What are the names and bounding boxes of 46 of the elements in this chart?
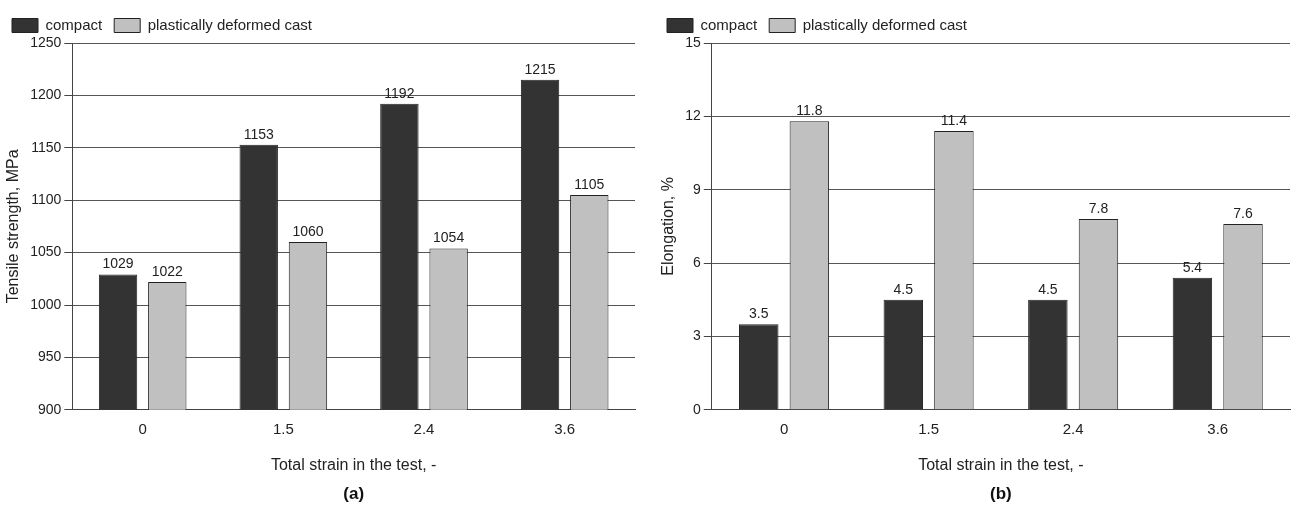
y-axis-title: Tensile strength, MPa	[4, 149, 22, 304]
x-tick-label: 3.6	[1207, 419, 1229, 437]
y-tick-label: 1000	[30, 295, 62, 312]
y-tick-label: 1200	[30, 86, 62, 103]
legend-label: compact	[45, 15, 104, 33]
data-label: 7.8	[1088, 199, 1109, 216]
x-tick-label: 1.5	[918, 419, 940, 437]
text: (b)	[990, 484, 1012, 504]
legend-label: compact	[700, 15, 759, 33]
x-tick-label: 2.4	[1062, 419, 1084, 437]
data-label: 1153	[243, 125, 274, 142]
x-tick-label: 0	[779, 419, 789, 437]
data-label: 1029	[102, 255, 134, 272]
data-label: 4.5	[1038, 280, 1058, 297]
y-tick-label: 6	[692, 253, 701, 270]
y-tick-label: 3	[692, 327, 701, 344]
x-tick-label: 0	[138, 419, 147, 437]
y-tick-label: 0	[692, 400, 701, 417]
y-tick-label: 900	[37, 400, 62, 417]
y-tick-label: 12	[685, 107, 701, 124]
data-label: 3.5	[749, 305, 769, 322]
x-tick-label: 1.5	[272, 419, 294, 437]
data-label: 11.4	[940, 111, 968, 128]
y-axis-title: Elongation, %	[659, 177, 677, 276]
data-label: 4.5	[893, 280, 914, 297]
x-tick-label: 3.6	[554, 419, 576, 437]
y-tick-label: 9	[692, 180, 701, 197]
y-tick-label: 950	[37, 348, 62, 365]
y-tick-label: 1050	[30, 243, 62, 260]
y-tick-label: 1250	[30, 33, 62, 50]
x-tick-label: 2.4	[413, 419, 435, 437]
data-label: 1215	[524, 60, 556, 77]
text: (a)	[343, 484, 365, 504]
legend-label: plastically deformed cast	[802, 15, 968, 33]
y-tick-label: 1100	[31, 191, 62, 208]
data-label: 7.6	[1233, 204, 1253, 221]
data-label: 1105	[574, 175, 605, 192]
x-axis-title: Total strain in the test, -	[918, 455, 1084, 473]
data-label: 1054	[433, 229, 465, 246]
x-axis-title: Total strain in the test, -	[270, 455, 437, 473]
data-label: 11.8	[796, 102, 823, 119]
data-label: 1060	[292, 222, 324, 239]
legend-label: plastically deformed cast	[147, 15, 313, 33]
y-tick-label: 15	[685, 33, 701, 50]
data-label: 1022	[151, 262, 184, 279]
y-tick-label: 1150	[31, 138, 62, 155]
